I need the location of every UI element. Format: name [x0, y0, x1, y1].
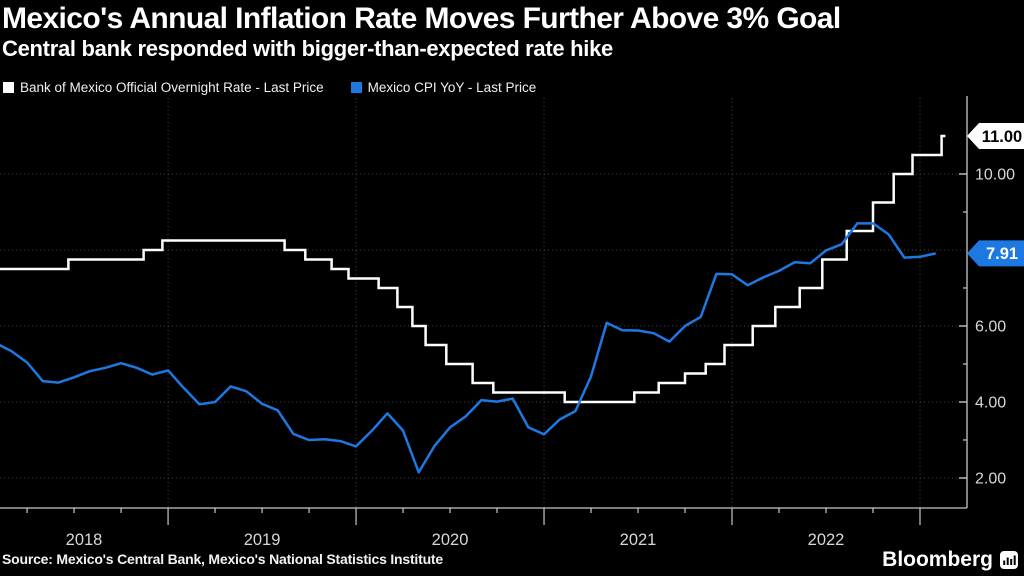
x-axis-label: 2022 — [808, 531, 845, 549]
last-price-badge — [967, 240, 1024, 267]
legend-swatch-cpi — [350, 82, 362, 93]
x-axis-label: 2018 — [66, 531, 103, 549]
x-axis-label: 2020 — [432, 531, 469, 549]
bloomberg-logo: Bloomberg — [882, 548, 1018, 572]
legend-item-overnight-rate: Bank of Mexico Official Overnight Rate -… — [3, 80, 324, 95]
y-axis-label: 4.00 — [975, 394, 1006, 411]
last-price-badge-label: 11.00 — [982, 128, 1022, 146]
last-price-badge-label: 7.91 — [986, 245, 1018, 263]
x-axis-label: 2019 — [244, 531, 281, 549]
last-price-badge — [967, 122, 1024, 149]
bloomberg-wordmark: Bloomberg — [882, 548, 993, 571]
chart-title: Mexico's Annual Inflation Rate Moves Fur… — [2, 2, 841, 35]
series-line-overnight-rate — [0, 134, 946, 404]
x-axis-label: 2021 — [620, 531, 657, 549]
bloomberg-chart-icon — [1000, 551, 1018, 569]
series-line-cpi — [0, 222, 936, 474]
legend-label-cpi: Mexico CPI YoY - Last Price — [367, 80, 537, 95]
legend-item-cpi: Mexico CPI YoY - Last Price — [350, 80, 537, 95]
legend-swatch-overnight-rate — [3, 82, 14, 93]
y-axis-label: 10.00 — [975, 166, 1015, 183]
y-axis-label: 6.00 — [975, 318, 1006, 335]
legend-label-overnight-rate: Bank of Mexico Official Overnight Rate -… — [20, 80, 324, 95]
legend: Bank of Mexico Official Overnight Rate -… — [3, 80, 536, 95]
y-axis-label: 2.00 — [975, 470, 1006, 487]
chart-subtitle: Central bank responded with bigger-than-… — [2, 36, 613, 61]
source-note: Source: Mexico's Central Bank, Mexico's … — [2, 551, 443, 567]
